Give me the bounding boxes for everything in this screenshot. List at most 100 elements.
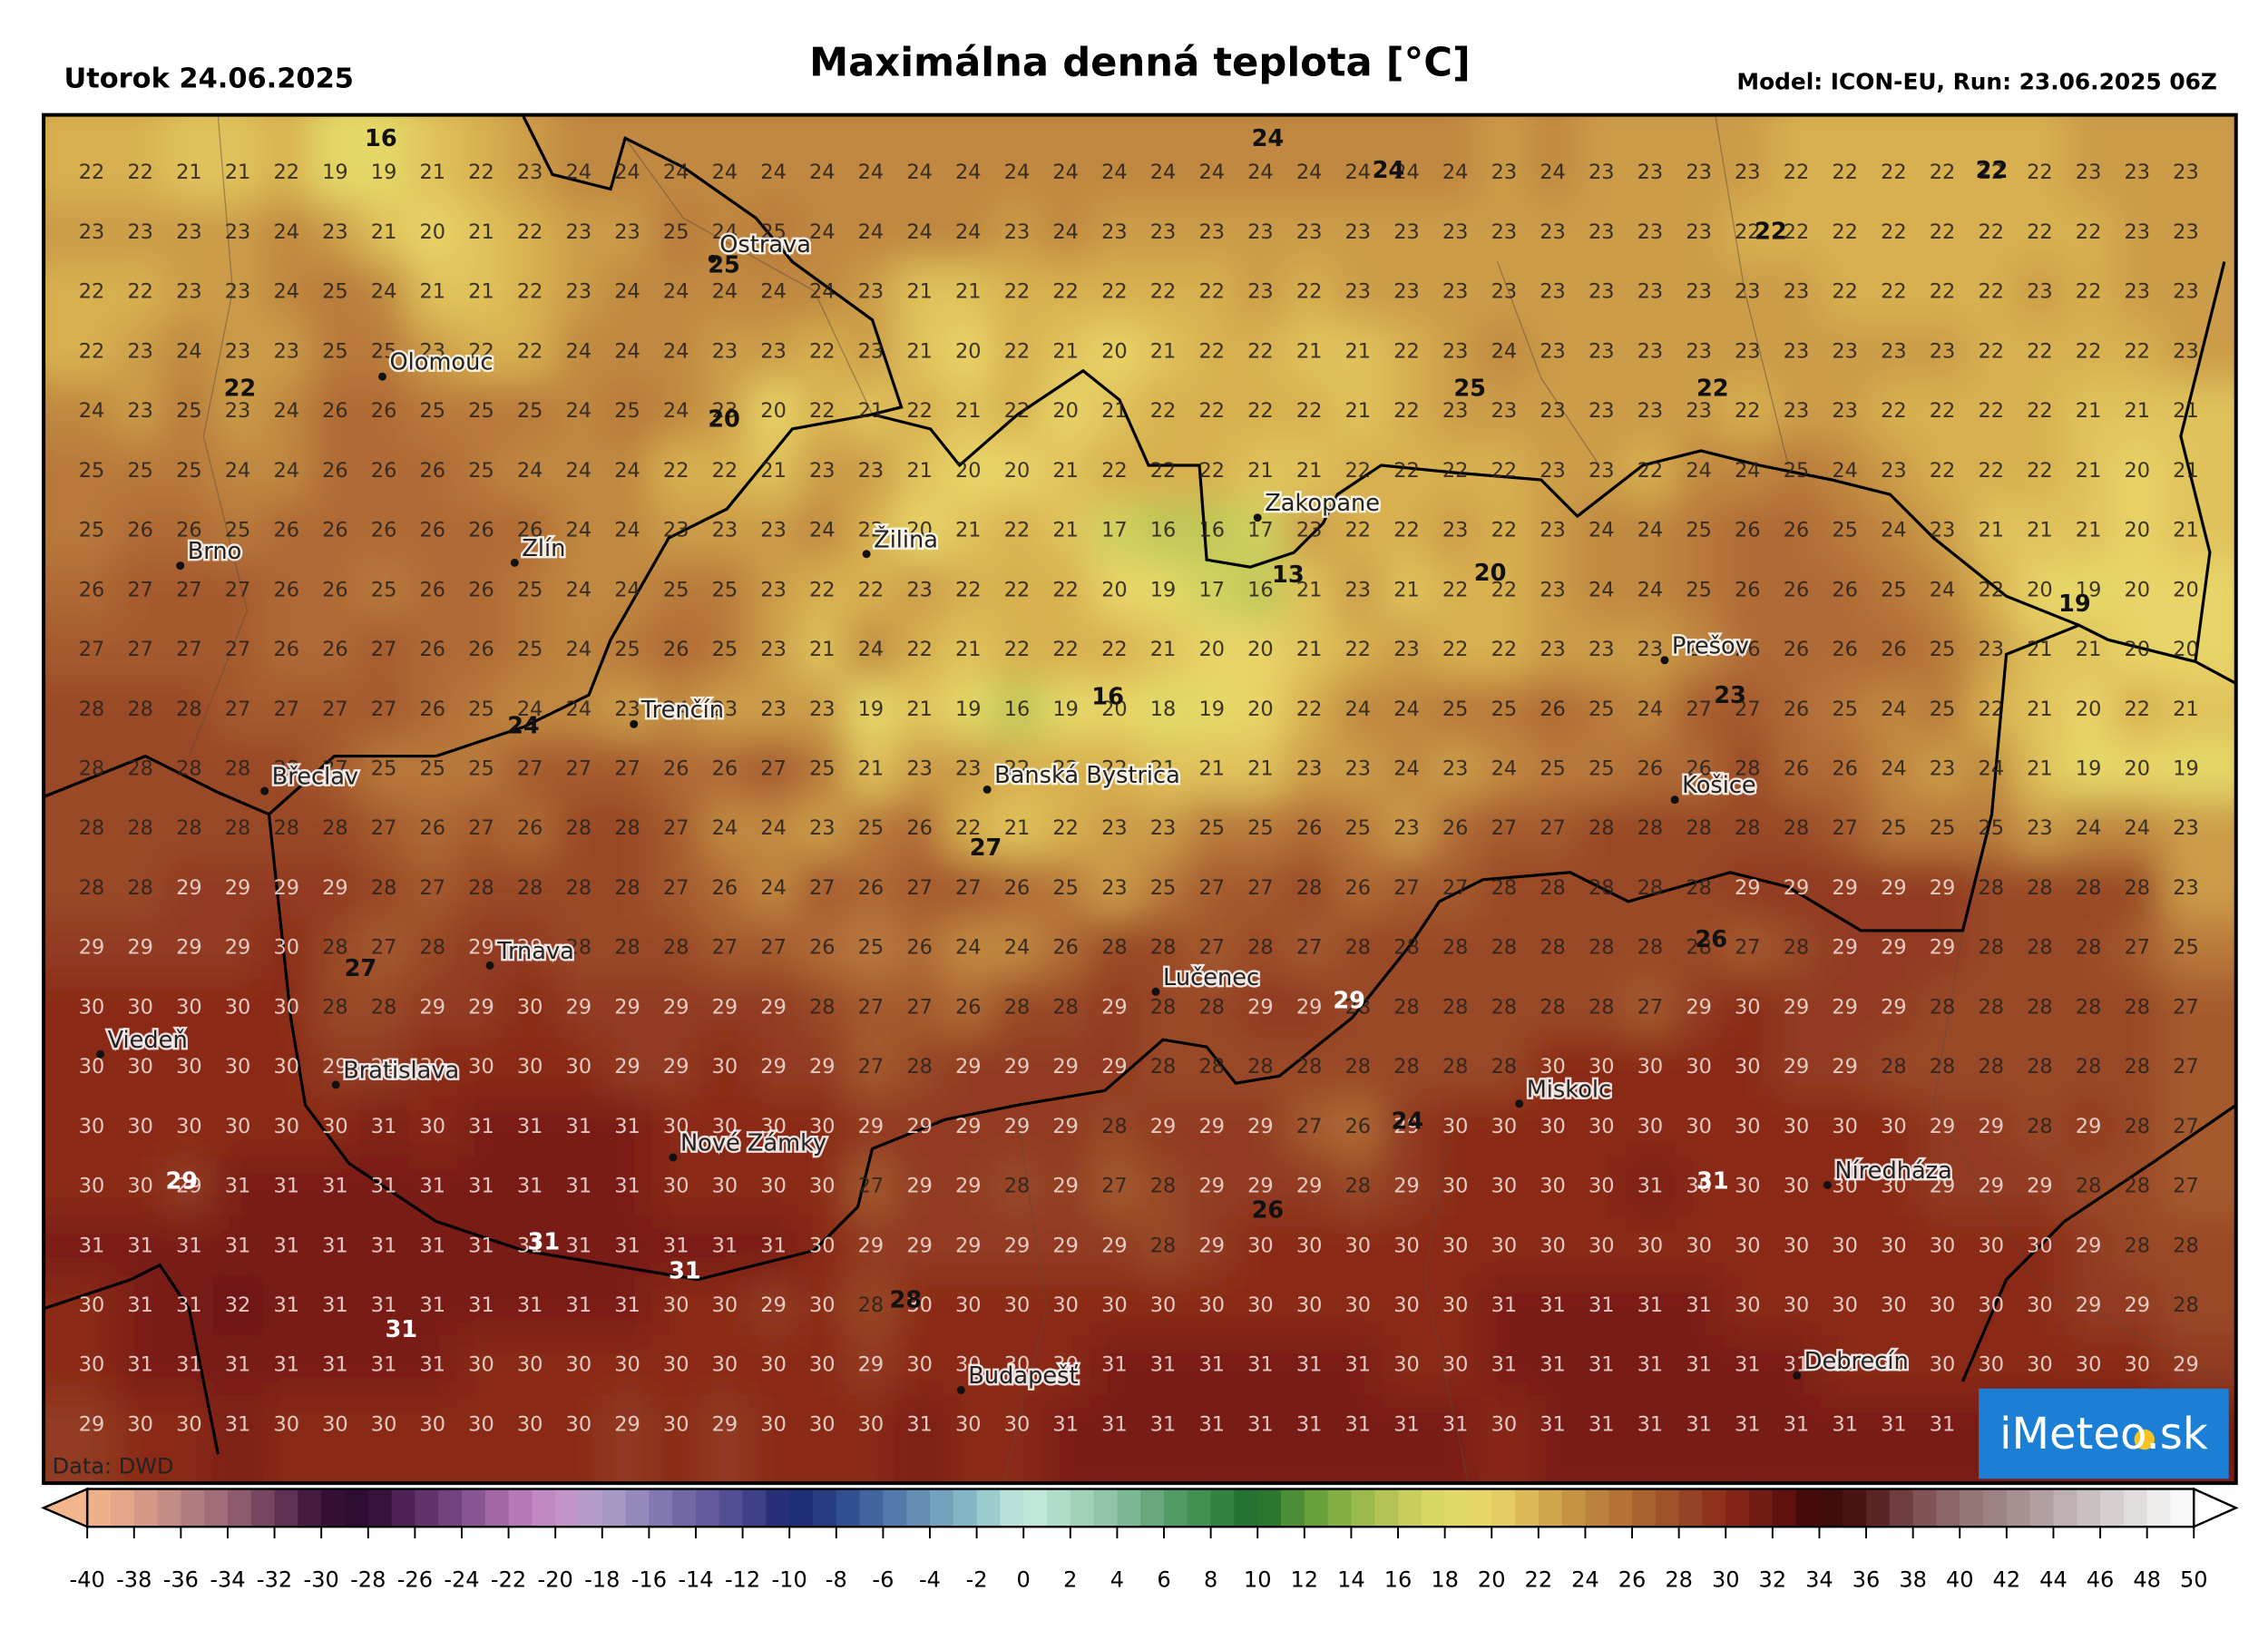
heat-cell <box>1966 322 2018 384</box>
temperature-value: 22 <box>1832 161 1858 184</box>
temperature-value: 27 <box>1393 876 1420 900</box>
temperature-value: 26 <box>1832 757 1858 781</box>
city-dot <box>1515 1099 1524 1108</box>
heat-cell <box>1723 381 1774 444</box>
heat-cell <box>505 1097 556 1158</box>
heat-cell <box>1820 918 1872 980</box>
heat-cell <box>846 114 897 205</box>
temperature-value: 20 <box>955 459 982 483</box>
temperature-value: 22 <box>1881 220 1907 244</box>
temperature-value: 31 <box>371 1293 397 1317</box>
heat-cell <box>1577 1215 1628 1278</box>
temperature-value: 16 <box>1150 519 1177 542</box>
heat-cell <box>1090 1097 1140 1158</box>
temperature-value: 19 <box>1198 698 1225 721</box>
heat-cell <box>846 441 897 503</box>
temperature-value: 27 <box>79 638 105 661</box>
colorbar-cell <box>321 1488 346 1528</box>
temperature-value: 28 <box>1393 995 1420 1019</box>
heat-cell <box>1139 918 1189 980</box>
temperature-value: 29 <box>712 1412 738 1436</box>
temperature-value: 28 <box>906 1055 933 1079</box>
temperature-value: 23 <box>1442 339 1469 363</box>
heat-cell <box>164 978 215 1039</box>
heat-cell <box>1333 501 1384 562</box>
temperature-value: 21 <box>955 638 982 661</box>
heat-cell <box>1480 1215 1530 1278</box>
heat-cell <box>602 978 653 1039</box>
temperature-value: 30 <box>1930 1234 1956 1257</box>
heat-cell <box>553 1395 605 1484</box>
colorbar-cell <box>87 1488 112 1528</box>
temperature-value: 30 <box>1735 1175 1761 1198</box>
heat-cell <box>1285 202 1335 264</box>
heat-cell <box>748 798 800 861</box>
colorbar-tick-label: 20 <box>1478 1567 1506 1592</box>
city-dot <box>630 719 639 728</box>
heat-cell <box>602 262 653 324</box>
temperature-value: 30 <box>760 1115 787 1138</box>
heat-cell <box>992 1335 1043 1397</box>
temperature-value: 20 <box>1004 459 1031 483</box>
temperature-value: 26 <box>517 519 543 542</box>
heat-cell <box>1187 381 1238 444</box>
temperature-value: 26 <box>906 816 933 840</box>
heat-cell <box>1187 739 1238 801</box>
temperature-value: 31 <box>1150 1412 1177 1436</box>
temperature-value: 21 <box>1296 459 1323 483</box>
temperature-value: 30 <box>371 1412 397 1436</box>
temperature-value: 24 <box>273 459 299 483</box>
heat-cell <box>1528 978 1579 1039</box>
temperature-value: 24 <box>1735 459 1761 483</box>
temperature-value: 29 <box>1296 995 1323 1019</box>
temperature-value: 31 <box>1442 1412 1469 1436</box>
temperature-value: 30 <box>468 1353 494 1377</box>
heat-cell <box>1187 202 1238 264</box>
temperature-value: 30 <box>273 1115 299 1138</box>
heat-cell <box>1236 262 1286 324</box>
heat-cell <box>1869 858 1920 920</box>
heat-cell <box>1139 978 1189 1039</box>
heat-cell <box>2161 798 2236 861</box>
heat-cell <box>456 262 507 324</box>
heat-cell <box>1869 381 1920 444</box>
heat-cell <box>213 560 264 622</box>
temperature-value: 26 <box>712 876 738 900</box>
temperature-value: 22 <box>1393 459 1420 483</box>
temperature-value: 24 <box>273 399 299 423</box>
temperature-value: 31 <box>468 1175 494 1198</box>
heat-cell <box>359 1037 410 1099</box>
temperature-value: 23 <box>1150 816 1177 840</box>
heat-cell <box>407 262 459 324</box>
heat-cell <box>700 978 751 1039</box>
heat-cell <box>2015 501 2066 562</box>
colorbar-tick-label: -20 <box>538 1567 573 1592</box>
heat-cell <box>1187 798 1238 861</box>
temperature-value: 30 <box>79 1175 105 1198</box>
temperature-value: 28 <box>2076 876 2102 900</box>
heat-cell <box>894 978 946 1039</box>
heat-cell <box>700 620 751 682</box>
contour-label: 25 <box>1453 376 1486 403</box>
heat-cell <box>1577 798 1628 861</box>
colorbar-cell <box>859 1488 885 1528</box>
temperature-value: 23 <box>1491 220 1518 244</box>
temperature-value: 30 <box>1930 1353 1956 1377</box>
temperature-value: 28 <box>1052 995 1079 1019</box>
temperature-value: 30 <box>517 1353 543 1377</box>
temperature-value: 29 <box>1393 1175 1420 1198</box>
heat-cell <box>992 262 1043 324</box>
temperature-value: 22 <box>2076 220 2102 244</box>
temperature-value: 28 <box>1004 1175 1031 1198</box>
heat-cell <box>2015 858 2066 920</box>
temperature-value: 28 <box>1881 1055 1907 1079</box>
heat-cell <box>748 202 800 264</box>
heat-cell <box>1139 1335 1189 1397</box>
temperature-value: 31 <box>176 1293 202 1317</box>
heat-cell <box>1528 918 1579 980</box>
temperature-value: 31 <box>906 1412 933 1436</box>
heat-cell <box>1236 1037 1286 1099</box>
temperature-value: 29 <box>225 936 251 960</box>
temperature-value: 30 <box>1832 1115 1858 1138</box>
contour-label: 20 <box>708 405 740 433</box>
